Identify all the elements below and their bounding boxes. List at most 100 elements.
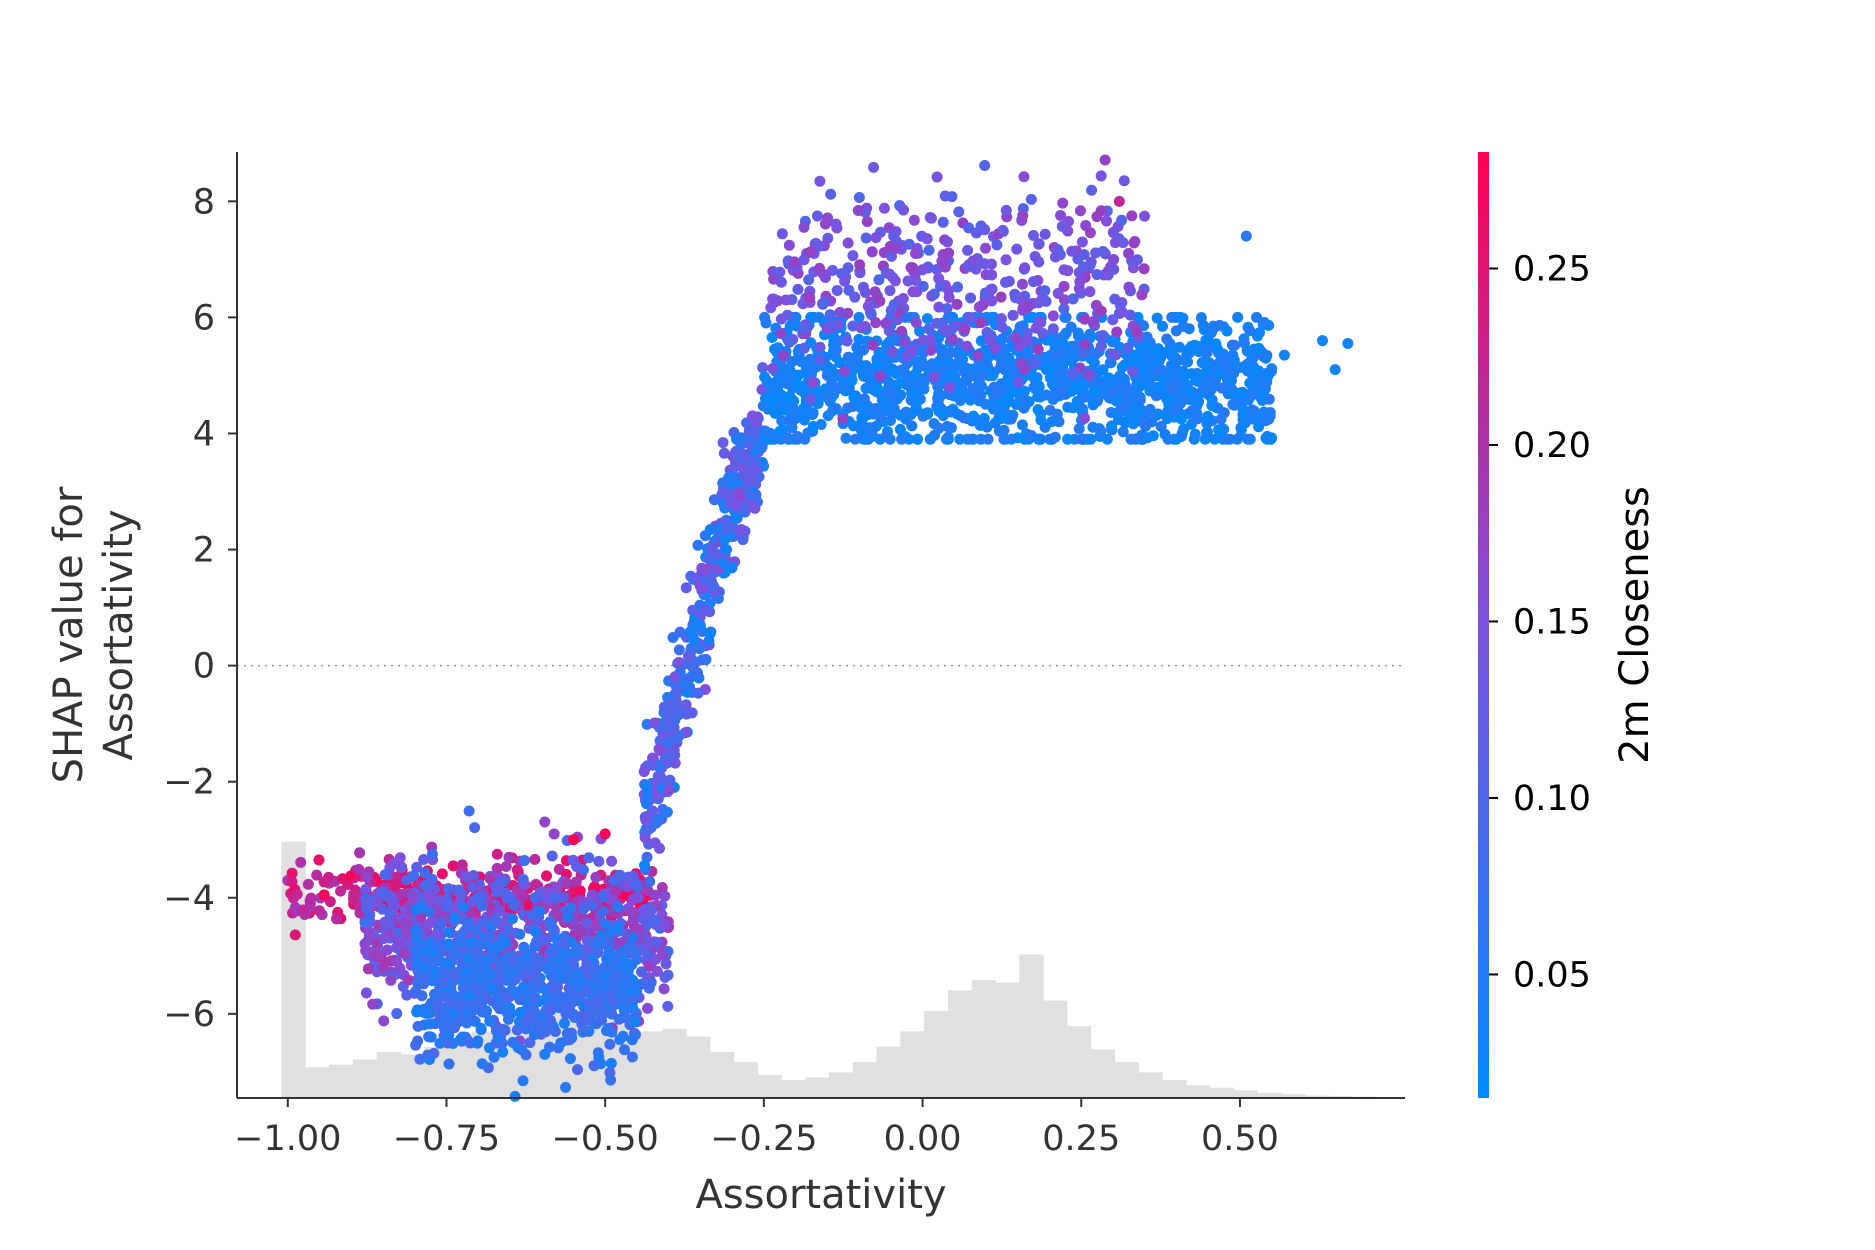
scatter-point xyxy=(967,255,979,267)
scatter-point xyxy=(878,202,890,214)
scatter-point xyxy=(739,449,751,461)
scatter-point xyxy=(558,891,570,903)
histogram-bar xyxy=(709,1051,735,1098)
scatter-point xyxy=(428,883,440,895)
scatter-point xyxy=(1091,268,1103,280)
scatter-point xyxy=(1227,398,1239,410)
plot-axes: −1.00 −0.75 −0.50 −0.25 0.00 0.25 0.50 8 6 4 2 0 −2… xyxy=(163,152,1405,1159)
scatter-point xyxy=(858,344,870,356)
scatter-point xyxy=(649,889,661,901)
scatter-point xyxy=(984,334,996,346)
scatter-point xyxy=(782,391,794,403)
scatter-point xyxy=(421,944,433,956)
scatter-point xyxy=(499,1024,511,1036)
scatter-point xyxy=(699,604,711,616)
scatter-point xyxy=(580,984,592,996)
colorbar-tick-label: 0.25 xyxy=(1513,249,1591,289)
colorbar: 0.05 0.10 0.15 0.20 0.25 2m Closeness xyxy=(1478,152,1658,1098)
scatter-point xyxy=(650,817,662,829)
scatter-point xyxy=(662,1000,674,1012)
histogram-bar xyxy=(781,1080,806,1098)
scatter-point xyxy=(539,1048,551,1060)
scatter-point xyxy=(1088,385,1100,397)
scatter-point xyxy=(593,855,605,867)
scatter-point xyxy=(1101,433,1113,445)
x-tick-label: 0.00 xyxy=(884,1119,962,1159)
scatter-point xyxy=(1123,281,1135,293)
scatter-point xyxy=(1136,289,1148,301)
scatter-point xyxy=(775,425,787,437)
scatter-point xyxy=(971,414,983,426)
scatter-point xyxy=(1025,311,1037,323)
scatter-point xyxy=(490,913,502,925)
scatter-point xyxy=(848,420,860,432)
scatter-point xyxy=(730,512,742,524)
scatter-point xyxy=(1252,330,1264,342)
scatter-point xyxy=(538,934,550,946)
scatter-point xyxy=(1007,309,1019,321)
scatter-point xyxy=(1095,305,1107,317)
scatter-point xyxy=(673,702,685,714)
scatter-point xyxy=(1237,414,1249,426)
scatter-point xyxy=(828,339,840,351)
scatter-point xyxy=(604,1038,616,1050)
scatter-point xyxy=(417,963,429,975)
scatter-point xyxy=(1240,230,1252,242)
scatter-point xyxy=(931,171,943,183)
scatter-point xyxy=(1046,378,1058,390)
scatter-point xyxy=(974,362,986,374)
scatter-point xyxy=(803,274,815,286)
scatter-point xyxy=(923,323,935,335)
scatter-point xyxy=(654,745,666,757)
scatter-point xyxy=(886,363,898,375)
scatter-point xyxy=(1100,215,1112,227)
scatter-point xyxy=(1178,391,1190,403)
scatter-point xyxy=(717,557,729,569)
scatter-point xyxy=(975,380,987,392)
scatter-point xyxy=(630,953,642,965)
scatter-point xyxy=(627,870,639,882)
x-tick-label: −0.25 xyxy=(710,1119,817,1159)
scatter-point xyxy=(1175,431,1187,443)
scatter-point xyxy=(502,1013,514,1025)
scatter-point xyxy=(776,415,788,427)
scatter-point xyxy=(1213,424,1225,436)
scatter-point xyxy=(1253,421,1265,433)
scatter-point xyxy=(650,936,662,948)
scatter-point xyxy=(781,377,793,389)
scatter-point xyxy=(962,244,974,256)
scatter-point xyxy=(670,687,682,699)
scatter-point xyxy=(986,283,998,295)
scatter-point xyxy=(1015,358,1027,370)
scatter-point xyxy=(1021,334,1033,346)
scatter-point xyxy=(814,354,826,366)
scatter-point xyxy=(989,342,1001,354)
scatter-point xyxy=(1117,426,1129,438)
scatter-point xyxy=(1231,433,1243,445)
scatter-point xyxy=(1258,316,1270,328)
scatter-point xyxy=(491,862,503,874)
scatter-point xyxy=(996,321,1008,333)
scatter-point xyxy=(1140,341,1152,353)
scatter-point xyxy=(593,998,605,1010)
scatter-point xyxy=(412,1020,424,1032)
scatter-point xyxy=(821,391,833,403)
scatter-point xyxy=(456,889,468,901)
scatter-point xyxy=(959,323,971,335)
scatter-point xyxy=(805,393,817,405)
histogram-bar xyxy=(1019,954,1044,1098)
scatter-point xyxy=(600,918,612,930)
scatter-point xyxy=(784,320,796,332)
scatter-point xyxy=(1186,404,1198,416)
scatter-point xyxy=(647,805,659,817)
scatter-point xyxy=(847,250,859,262)
scatter-point xyxy=(941,236,953,248)
scatter-point xyxy=(958,412,970,424)
scatter-point xyxy=(1210,338,1222,350)
scatter-point xyxy=(830,218,842,230)
scatter-point xyxy=(1016,278,1028,290)
scatter-point xyxy=(1244,377,1256,389)
scatter-point xyxy=(869,286,881,298)
scatter-point xyxy=(587,889,599,901)
scatter-point xyxy=(530,926,542,938)
